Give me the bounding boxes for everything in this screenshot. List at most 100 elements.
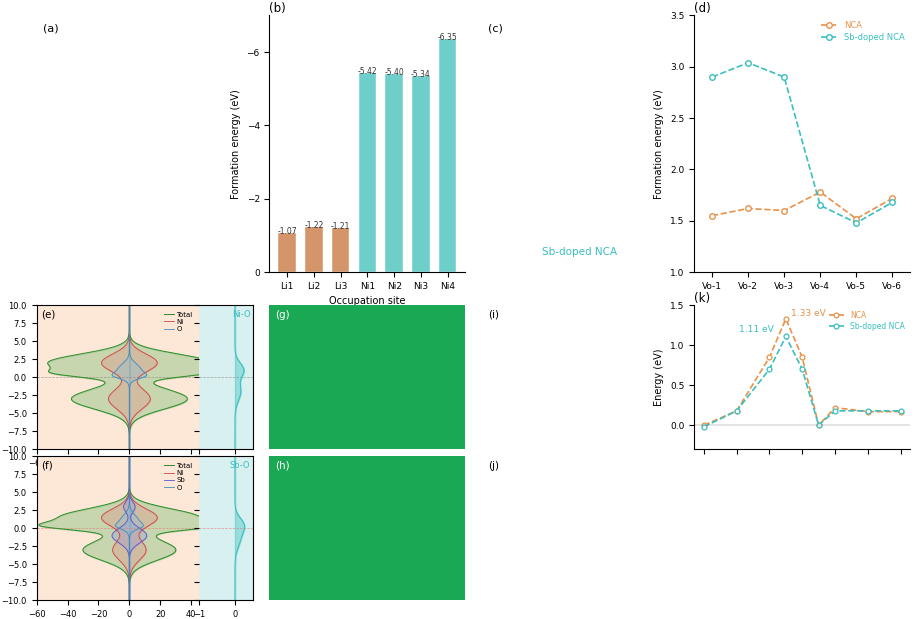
Sb-doped NCA xyxy=(895,407,906,415)
Text: (a): (a) xyxy=(43,23,59,33)
Text: (d): (d) xyxy=(694,2,711,15)
O xyxy=(138,368,149,375)
O xyxy=(124,301,135,309)
Ni xyxy=(124,597,135,604)
Sb-doped NCA xyxy=(797,366,808,373)
O xyxy=(124,327,135,335)
Text: -6.35: -6.35 xyxy=(437,33,458,42)
Line: O: O xyxy=(129,305,146,449)
Line: O: O xyxy=(129,456,144,600)
Total xyxy=(164,529,175,536)
NCA xyxy=(887,194,898,202)
Sb-doped NCA xyxy=(706,74,717,81)
Line: NCA: NCA xyxy=(702,316,903,428)
Total xyxy=(124,456,135,464)
Sb-doped NCA xyxy=(813,422,824,429)
Sb-doped NCA xyxy=(780,333,791,340)
Sb-doped NCA xyxy=(764,366,775,373)
Total xyxy=(124,597,135,604)
NCA xyxy=(743,205,754,212)
Line: NCA: NCA xyxy=(709,189,895,222)
Ni xyxy=(150,511,161,519)
NCA xyxy=(779,207,790,214)
Text: (e): (e) xyxy=(41,310,56,319)
X-axis label: DOS (a.u.): DOS (a.u.) xyxy=(94,474,141,483)
Sb-doped NCA xyxy=(887,199,898,206)
NCA xyxy=(764,353,775,361)
Text: -1.22: -1.22 xyxy=(304,222,324,230)
Ni xyxy=(124,301,135,309)
Sb-doped NCA xyxy=(851,219,862,227)
Ni xyxy=(124,478,135,486)
Text: 1.11 eV: 1.11 eV xyxy=(739,324,774,334)
O xyxy=(124,446,135,453)
Total xyxy=(124,327,135,335)
Ni xyxy=(135,527,146,535)
Ni xyxy=(124,305,135,313)
Sb-doped NCA xyxy=(743,59,754,66)
X-axis label: Diffusion coordinations: Diffusion coordinations xyxy=(746,474,858,483)
Total xyxy=(124,446,135,453)
NCA xyxy=(862,408,873,415)
Text: -5.34: -5.34 xyxy=(411,71,431,79)
Legend: Total, Ni, Sb, O: Total, Ni, Sb, O xyxy=(161,460,196,493)
Bar xyxy=(359,74,376,272)
Bar xyxy=(305,227,323,272)
NCA xyxy=(830,404,841,412)
O xyxy=(124,597,135,604)
Text: Sb-O: Sb-O xyxy=(230,461,251,470)
Total xyxy=(124,301,135,309)
O xyxy=(124,478,135,486)
NCA xyxy=(780,315,791,322)
NCA xyxy=(851,215,862,222)
Ni xyxy=(132,376,143,384)
Text: (i): (i) xyxy=(488,310,499,319)
Ni xyxy=(135,529,145,536)
Total xyxy=(209,519,220,526)
Sb xyxy=(124,478,135,486)
Sb xyxy=(127,519,138,526)
Sb xyxy=(124,456,135,464)
Ni xyxy=(152,360,163,367)
X-axis label: -COHP: -COHP xyxy=(211,474,241,483)
Text: Sb-doped NCA: Sb-doped NCA xyxy=(542,247,618,257)
Legend: NCA, Sb-doped NCA: NCA, Sb-doped NCA xyxy=(819,20,906,43)
NCA xyxy=(698,422,709,429)
Ni xyxy=(132,377,143,384)
Ni xyxy=(124,446,135,453)
Bar xyxy=(332,228,350,272)
Sb-doped NCA xyxy=(814,202,825,209)
Bar xyxy=(385,74,403,272)
Line: Sb-doped NCA: Sb-doped NCA xyxy=(702,334,903,430)
O xyxy=(124,456,135,464)
Total xyxy=(205,368,216,375)
Line: Total: Total xyxy=(129,305,211,449)
Text: -5.42: -5.42 xyxy=(358,67,377,76)
O xyxy=(128,377,139,384)
Sb xyxy=(124,597,135,604)
Sb xyxy=(139,529,150,536)
NCA xyxy=(895,408,906,415)
O xyxy=(124,452,135,460)
Total xyxy=(154,376,165,384)
Ni xyxy=(124,452,135,460)
Y-axis label: Energy (eV): Energy (eV) xyxy=(654,348,664,406)
NCA xyxy=(731,407,742,415)
O xyxy=(129,511,140,519)
NCA xyxy=(706,212,717,219)
Y-axis label: Formation energy (eV): Formation energy (eV) xyxy=(231,89,241,199)
Ni xyxy=(124,327,135,335)
O xyxy=(135,519,146,526)
Text: (k): (k) xyxy=(694,292,710,305)
Text: -1.07: -1.07 xyxy=(277,227,296,236)
Sb-doped NCA xyxy=(830,407,841,415)
Line: Sb: Sb xyxy=(129,456,146,600)
Bar xyxy=(278,233,296,272)
NCA xyxy=(813,422,824,429)
Sb-doped NCA xyxy=(731,407,742,415)
X-axis label: Occupation site: Occupation site xyxy=(329,297,405,306)
Text: (g): (g) xyxy=(275,310,290,319)
Text: (c): (c) xyxy=(488,23,502,33)
Legend: NCA, Sb-doped NCA: NCA, Sb-doped NCA xyxy=(827,309,907,332)
Total xyxy=(206,360,217,367)
